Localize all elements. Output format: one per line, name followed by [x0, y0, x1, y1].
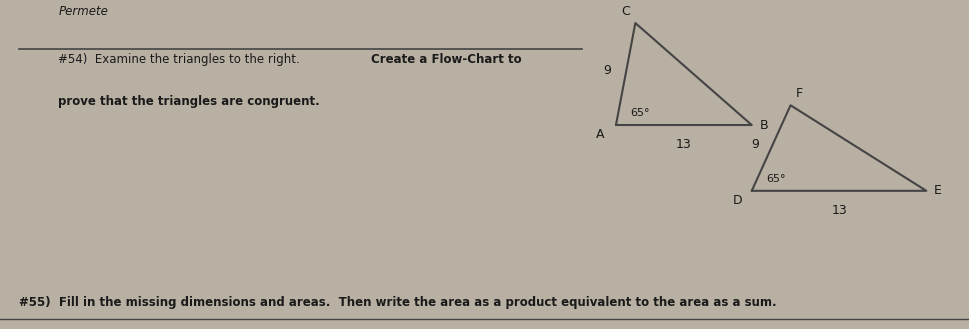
- Text: Permete: Permete: [58, 5, 108, 18]
- Text: #54)  Examine the triangles to the right.: #54) Examine the triangles to the right.: [58, 53, 307, 66]
- Text: 65°: 65°: [630, 109, 649, 118]
- Text: D: D: [732, 194, 741, 207]
- Text: 65°: 65°: [766, 174, 785, 184]
- Text: 9: 9: [751, 138, 759, 151]
- Text: C: C: [621, 5, 630, 18]
- Text: F: F: [795, 87, 801, 100]
- Text: E: E: [933, 184, 941, 197]
- Text: 13: 13: [830, 204, 846, 217]
- Text: 13: 13: [675, 138, 691, 151]
- Text: B: B: [759, 118, 767, 132]
- Text: 9: 9: [603, 64, 610, 77]
- Text: A: A: [595, 128, 604, 141]
- Text: prove that the triangles are congruent.: prove that the triangles are congruent.: [58, 95, 320, 109]
- Text: #55)  Fill in the missing dimensions and areas.  Then write the area as a produc: #55) Fill in the missing dimensions and …: [19, 296, 776, 309]
- Text: Create a Flow-Chart to: Create a Flow-Chart to: [370, 53, 520, 66]
